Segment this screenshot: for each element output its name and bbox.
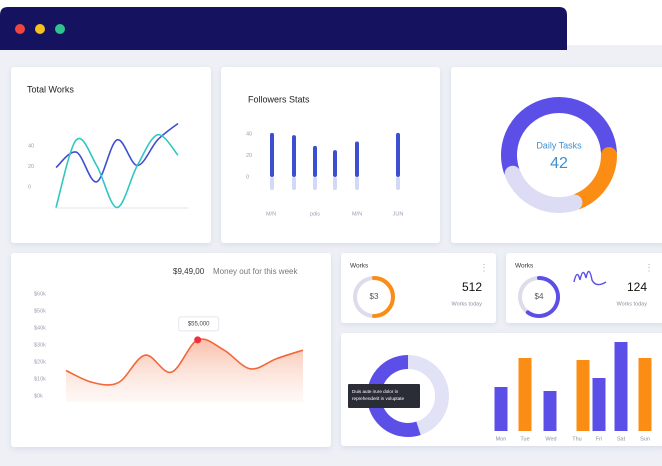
bar (396, 132, 400, 177)
bar (638, 358, 652, 431)
y-tick-label: $10k (34, 376, 46, 382)
minimize-dot[interactable] (35, 24, 45, 34)
card-title: Works (515, 263, 534, 270)
x-tick-label: Thu (572, 436, 581, 442)
line (65, 338, 304, 386)
bar (614, 342, 628, 431)
bar (292, 135, 296, 177)
sparkline (573, 270, 607, 286)
bar (355, 141, 359, 177)
x-tick-label: Mon (496, 436, 507, 442)
y-tick-label: $0k (34, 393, 43, 399)
bar (313, 145, 317, 177)
x-tick-label: Sat (617, 436, 626, 442)
bar-shadow (292, 177, 296, 190)
tooltip-text: $55,000 (188, 321, 210, 327)
bar (592, 378, 606, 431)
donut-segment (569, 147, 617, 210)
line (55, 122, 179, 183)
donut-center: $3 (370, 292, 379, 301)
y-tick-label: 40 (246, 131, 252, 137)
y-tick-label: $50k (34, 308, 46, 314)
title-bar (0, 7, 567, 50)
card (506, 253, 662, 323)
bar (543, 391, 557, 431)
x-tick-label: M/N (266, 211, 276, 217)
bar (270, 132, 274, 177)
card-title: Total Works (27, 84, 74, 94)
bar-shadow (355, 177, 359, 190)
menu: ⋮ (480, 262, 489, 272)
y-tick-label: $30k (34, 342, 46, 348)
bar (518, 358, 532, 431)
donut-segment (501, 97, 617, 179)
y-tick-label: 0 (28, 184, 31, 190)
x-tick-label: Fri (596, 436, 602, 442)
y-tick-label: 0 (246, 174, 249, 180)
area (66, 339, 303, 402)
close-dot[interactable] (15, 24, 25, 34)
card-title: Followers Stats (248, 94, 310, 104)
bar (576, 360, 590, 431)
card (221, 67, 440, 243)
bar-shadow (333, 177, 337, 190)
y-tick-label: 40 (28, 143, 34, 149)
bar-shadow (396, 177, 400, 190)
x-tick-label: Tue (520, 436, 529, 442)
tooltip-box (178, 316, 220, 332)
bar (333, 150, 337, 177)
caption: Works today (452, 301, 483, 307)
bar (494, 387, 508, 431)
count: 124 (627, 280, 647, 294)
donut-center: $4 (535, 292, 544, 301)
count: 512 (462, 280, 482, 294)
donut-value: 42 (550, 155, 568, 172)
y-tick-label: $20k (34, 359, 46, 365)
card-title: Works (350, 263, 369, 270)
menu: ⋮ (645, 262, 654, 272)
y-tick-label: $60k (34, 291, 46, 297)
x-tick-label: pdis (310, 211, 320, 217)
y-tick-label: 20 (28, 164, 34, 170)
y-tick-label: $40k (34, 325, 46, 331)
line (55, 133, 179, 209)
bar-shadow (313, 177, 317, 190)
tooltip-text: Duis aute irure dolor in (352, 389, 399, 394)
donut-label: Daily Tasks (536, 140, 582, 150)
caption: Money out for this week (213, 267, 298, 276)
donut-segment (525, 276, 560, 318)
card (11, 67, 211, 243)
x-tick-label: Wed (545, 436, 556, 442)
highlight-point (194, 336, 202, 344)
caption: Works today (617, 301, 648, 307)
x-tick-label: M/N (352, 211, 362, 217)
tooltip-box (348, 384, 420, 408)
donut-segment (504, 165, 583, 213)
maximize-dot[interactable] (55, 24, 65, 34)
amount: $9,49,00 (173, 267, 205, 276)
card (11, 253, 331, 447)
x-tick-label: Sun (640, 436, 650, 442)
x-tick-label: JUN (393, 211, 404, 217)
bar-shadow (270, 177, 274, 190)
donut-segment (372, 276, 395, 318)
y-tick-label: 20 (246, 153, 252, 159)
tooltip-text: reprehenderit in voluptate (352, 396, 405, 401)
card (341, 253, 496, 323)
card (451, 67, 662, 243)
